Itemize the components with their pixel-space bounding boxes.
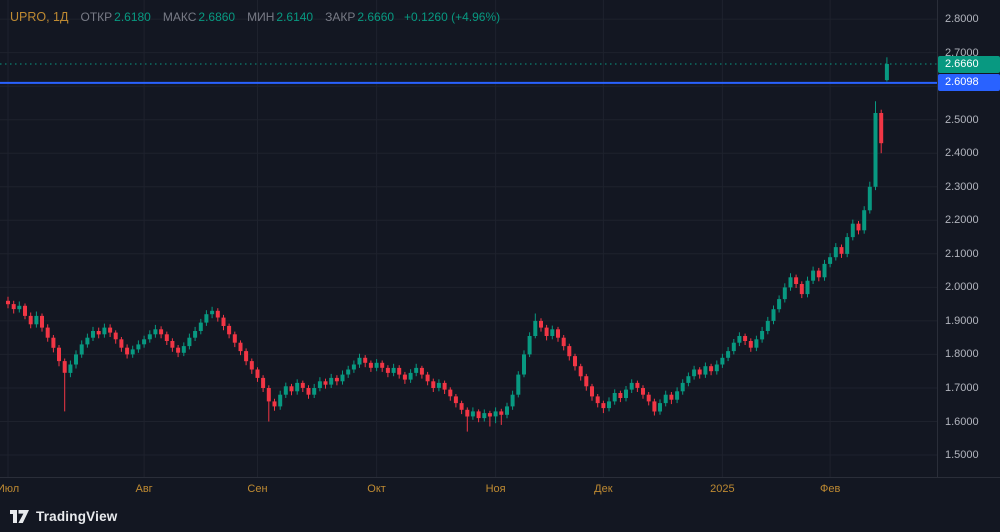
low-label: МИН xyxy=(247,10,275,24)
price-level-badge: 2.6098 xyxy=(938,74,1000,92)
symbol-legend: UPRO, 1Д ОТКР 2.6180 МАКС 2.6860 МИН 2.6140 ЗАК… xyxy=(10,10,500,24)
symbol-title[interactable]: UPRO, 1Д xyxy=(10,10,69,24)
time-tick-label: Июл xyxy=(0,483,20,495)
time-tick-label: Фев xyxy=(819,483,841,495)
price-tick-label: 2.4000 xyxy=(945,147,979,160)
tradingview-logo-icon[interactable] xyxy=(10,509,29,524)
footer-bar: TradingView xyxy=(10,503,117,529)
time-tick-label: Сен xyxy=(247,483,268,495)
price-tick-label: 2.3000 xyxy=(945,180,979,193)
time-tick-label: Авг xyxy=(135,483,153,495)
close-label: ЗАКР xyxy=(325,10,356,24)
close-value: 2.6660 xyxy=(357,10,395,24)
price-tick-label: 1.6000 xyxy=(945,415,979,428)
low-value: 2.6140 xyxy=(276,10,314,24)
price-tick-label: 2.8000 xyxy=(945,13,979,26)
price-axis[interactable]: 2.8000 2.7000 2.5000 2.4000 2.3000 2.2000 2.10… xyxy=(938,0,1000,477)
change-value: +0.1260 (+4.96%) xyxy=(404,10,501,24)
price-tick-label: 2.1000 xyxy=(945,247,979,260)
time-axis[interactable]: Июл Авг Сен Окт Ноя Дек 2025 Фев xyxy=(0,478,937,502)
time-tick-label: 2025 xyxy=(710,483,735,495)
tradingview-wordmark[interactable]: TradingView xyxy=(36,508,118,524)
time-tick-label: Ноя xyxy=(485,483,506,495)
candlestick-plot[interactable] xyxy=(0,0,937,477)
axis-separator-horizontal xyxy=(0,477,1000,478)
open-label: ОТКР xyxy=(80,10,113,24)
last-price-badge: 2.6660 xyxy=(938,55,1000,73)
time-tick-label: Дек xyxy=(594,483,613,495)
high-value: 2.6860 xyxy=(198,10,236,24)
high-label: МАКС xyxy=(162,10,197,24)
open-value: 2.6180 xyxy=(114,10,151,24)
time-tick-label: Окт xyxy=(367,483,386,495)
price-tick-label: 1.9000 xyxy=(945,314,979,327)
axis-separator-vertical xyxy=(937,0,938,477)
chart-canvas[interactable] xyxy=(0,0,937,477)
price-tick-label: 1.8000 xyxy=(945,348,979,361)
price-tick-label: 2.0000 xyxy=(945,281,979,294)
price-tick-label: 2.2000 xyxy=(945,214,979,227)
price-tick-label: 2.5000 xyxy=(945,113,979,126)
price-tick-label: 1.5000 xyxy=(945,449,979,462)
price-tick-label: 1.7000 xyxy=(945,381,979,394)
